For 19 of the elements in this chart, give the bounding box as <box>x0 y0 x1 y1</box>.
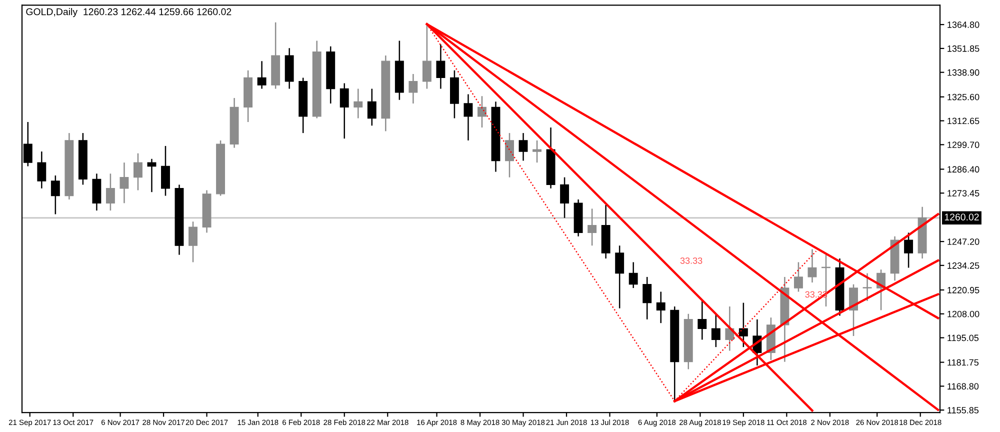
y-tick-label: 1220.95 <box>948 286 980 294</box>
y-tick-label: 1338.90 <box>948 69 980 76</box>
y-tick-label: 1325.60 <box>948 94 980 100</box>
ref-line-label: 1260.02 <box>944 214 979 220</box>
y-tick-label: 1286.40 <box>948 166 980 173</box>
y-tick-label: 1208.00 <box>948 310 980 318</box>
y-tick-label: 1181.75 <box>948 359 979 366</box>
chart-title: GOLD,Daily 1260.23 1262.44 1259.66 1260.02 <box>26 8 232 18</box>
y-tick-label: 1155.85 <box>948 407 979 414</box>
y-tick-label: 1234.25 <box>948 262 980 269</box>
y-tick-label: 1195.05 <box>948 334 979 342</box>
y-tick-label: 1247.20 <box>948 238 980 245</box>
y-tick-label: 1168.80 <box>948 383 979 390</box>
y-tick-label: 1273.45 <box>948 190 980 196</box>
annotation: 33.33 <box>680 257 702 264</box>
y-tick-label: 1312.65 <box>948 118 980 124</box>
y-tick-label: 1299.70 <box>948 142 980 148</box>
y-tick-label: 1351.85 <box>948 45 980 52</box>
y-tick-label: 1364.80 <box>948 22 980 28</box>
